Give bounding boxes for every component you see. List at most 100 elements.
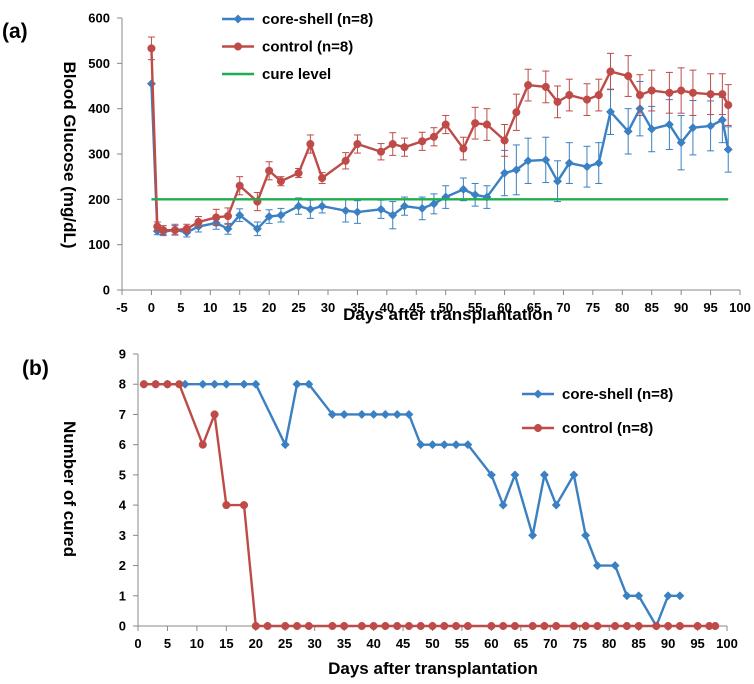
panel-b-plot-area — [139, 379, 720, 631]
a-control-point — [606, 67, 615, 76]
a-control-point — [482, 120, 491, 129]
b-control-point — [664, 621, 673, 631]
a-core-shell-point — [500, 168, 510, 178]
a-control-point — [724, 100, 733, 110]
a-control-point — [688, 88, 697, 97]
b-x-tick-label: 0 — [134, 636, 141, 651]
b-control-point — [452, 621, 461, 631]
a-control-point — [635, 91, 644, 100]
b-control-point — [210, 410, 219, 419]
a-x-tick-label: 5 — [177, 300, 184, 315]
a-core-shell-point — [429, 199, 439, 209]
b-x-tick-label: 60 — [484, 636, 498, 651]
panel-a-x-axis-label: Days after transplantation — [343, 305, 553, 324]
a-control-point — [388, 139, 397, 149]
a-x-tick-label: 50 — [438, 300, 452, 315]
a-control-point — [665, 88, 674, 97]
a-x-tick-label: 40 — [380, 300, 394, 315]
a-control-point — [553, 97, 562, 106]
b-core-shell-point — [622, 591, 632, 601]
b-core-shell-point — [498, 500, 508, 510]
a-control-point — [376, 147, 386, 156]
b-x-tick-label: 80 — [602, 636, 616, 651]
a-control-point — [706, 90, 715, 99]
a-legend-label-cure: cure level — [262, 66, 331, 83]
b-x-tick-label: 15 — [219, 636, 233, 651]
b-control-point — [198, 440, 207, 449]
a-series-control — [147, 36, 733, 236]
a-x-tick-label: 80 — [615, 300, 629, 315]
a-y-tick-label: 100 — [88, 237, 110, 252]
a-control-point — [353, 139, 362, 149]
b-x-tick-label: 70 — [543, 636, 557, 651]
a-core-shell-point — [458, 184, 468, 194]
b-core-shell-point — [463, 440, 473, 450]
b-core-shell-point — [663, 591, 673, 601]
b-control-point — [440, 621, 449, 631]
b-x-tick-label: 85 — [631, 636, 645, 651]
b-control-point — [652, 621, 661, 631]
a-y-tick-label: 0 — [103, 283, 110, 298]
a-y-tick-label: 600 — [88, 11, 110, 26]
b-control-point — [499, 621, 508, 631]
b-control-point — [540, 621, 549, 631]
a-core-shell-point — [264, 212, 274, 222]
a-control-line — [150, 48, 730, 232]
a-control-point — [212, 213, 221, 222]
b-core-shell-point — [551, 500, 561, 510]
a-core-shell-point — [511, 165, 521, 175]
a-legend-item-core-shell: core-shell (n=8) — [222, 11, 373, 28]
a-control-point — [565, 91, 574, 100]
b-y-tick-label: 6 — [119, 437, 126, 452]
b-control-point — [381, 621, 390, 631]
a-control-point — [677, 86, 686, 95]
b-y-tick-label: 7 — [119, 407, 126, 422]
a-core-shell-point — [317, 201, 327, 211]
b-control-point — [175, 380, 184, 389]
a-y-tick-label: 300 — [88, 147, 110, 162]
a-x-tick-label: 60 — [497, 300, 511, 315]
a-core-shell-point — [376, 204, 386, 214]
b-control-point — [304, 621, 313, 631]
a-x-tick-label: 0 — [148, 300, 155, 315]
b-control-point — [528, 621, 537, 631]
b-x-tick-label: 35 — [337, 636, 351, 651]
b-control-point — [552, 621, 561, 631]
a-core-shell-point — [235, 210, 245, 220]
b-x-tick-label: 95 — [690, 636, 704, 651]
a-x-tick-label: 55 — [468, 300, 482, 315]
a-legend-label-control: control (n=8) — [262, 39, 353, 56]
a-legend-marker-core-shell — [233, 14, 243, 24]
a-x-tick-label: 20 — [262, 300, 276, 315]
panel-a-legend: core-shell (n=8) control (n=8) cure level — [222, 11, 373, 83]
b-control-point — [463, 621, 472, 631]
a-x-tick-label: 65 — [527, 300, 541, 315]
b-series-core-shell — [139, 379, 685, 631]
a-control-point — [582, 95, 592, 104]
b-control-point — [357, 621, 366, 631]
a-x-tick-label: -5 — [116, 300, 128, 315]
a-control-point — [429, 132, 438, 141]
b-control-point — [693, 621, 702, 631]
b-x-tick-label: 50 — [425, 636, 439, 651]
b-core-shell-point — [404, 409, 414, 419]
a-core-shell-point — [623, 126, 633, 136]
a-core-shell-point — [605, 107, 616, 117]
a-legend-marker-control — [233, 42, 243, 51]
a-core-shell-point — [523, 156, 533, 166]
a-control-point — [541, 82, 550, 91]
a-core-shell-point — [341, 206, 351, 216]
a-core-shell-point — [564, 158, 574, 168]
a-control-point — [294, 168, 303, 178]
a-legend-item-control: control (n=8) — [222, 39, 353, 56]
a-core-shell-point — [688, 123, 698, 133]
b-x-tick-label: 90 — [661, 636, 675, 651]
b-control-point — [340, 621, 349, 631]
a-control-point — [265, 166, 274, 175]
a-core-shell-point — [305, 204, 315, 214]
b-core-shell-point — [486, 470, 496, 480]
b-control-point — [581, 621, 590, 631]
a-x-tick-label: 25 — [291, 300, 305, 315]
a-core-shell-point — [664, 119, 674, 130]
